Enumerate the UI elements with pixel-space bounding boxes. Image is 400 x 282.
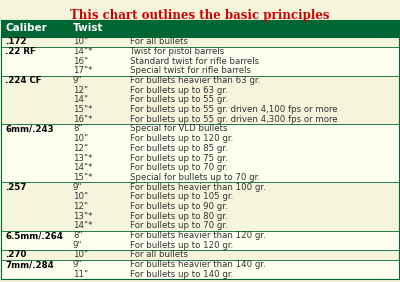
Text: For bullets up to 70 gr.: For bullets up to 70 gr. [130, 221, 228, 230]
Text: 16"*: 16"* [73, 115, 92, 124]
FancyBboxPatch shape [1, 163, 399, 173]
Text: 7mm/.284: 7mm/.284 [5, 260, 54, 269]
Text: 16": 16" [73, 57, 88, 66]
FancyBboxPatch shape [1, 241, 399, 250]
FancyBboxPatch shape [1, 202, 399, 211]
FancyBboxPatch shape [1, 182, 399, 192]
FancyBboxPatch shape [1, 153, 399, 163]
Text: For all bullets: For all bullets [130, 37, 188, 46]
Text: .270: .270 [5, 250, 27, 259]
FancyBboxPatch shape [1, 37, 399, 47]
FancyBboxPatch shape [1, 211, 399, 221]
Text: For bullets up to 70 gr.: For bullets up to 70 gr. [130, 163, 228, 172]
Text: For bullets up to 63 gr.: For bullets up to 63 gr. [130, 86, 228, 95]
FancyBboxPatch shape [1, 105, 399, 114]
Text: 9": 9" [73, 241, 82, 250]
Text: 13"*: 13"* [73, 153, 92, 162]
Text: For bullets up to 55 gr. driven 4,300 fps or more: For bullets up to 55 gr. driven 4,300 fp… [130, 115, 338, 124]
FancyBboxPatch shape [1, 66, 399, 76]
FancyBboxPatch shape [1, 95, 399, 105]
Text: 12": 12" [73, 86, 88, 95]
Text: 13"*: 13"* [73, 212, 92, 221]
Text: 10": 10" [73, 134, 88, 143]
Text: .224 CF: .224 CF [5, 76, 42, 85]
Text: For bullets up to 120 gr.: For bullets up to 120 gr. [130, 134, 234, 143]
Text: 10": 10" [73, 250, 88, 259]
Text: 9": 9" [73, 183, 82, 191]
Text: Special for bullets up to 70 gr.: Special for bullets up to 70 gr. [130, 173, 260, 182]
FancyBboxPatch shape [1, 231, 399, 241]
Text: For bullets up to 80 gr.: For bullets up to 80 gr. [130, 212, 228, 221]
Text: 14": 14" [73, 95, 88, 104]
FancyBboxPatch shape [1, 124, 399, 134]
Text: For bullets up to 55 gr.: For bullets up to 55 gr. [130, 95, 228, 104]
Text: 8": 8" [73, 124, 82, 133]
Text: 9": 9" [73, 76, 82, 85]
Text: Twist for pistol barrels: Twist for pistol barrels [130, 47, 225, 56]
Text: Standard twist for rifle barrels: Standard twist for rifle barrels [130, 57, 260, 66]
Text: .172: .172 [5, 37, 27, 46]
Text: For bullets up to 55 gr. driven 4,100 fps or more: For bullets up to 55 gr. driven 4,100 fp… [130, 105, 338, 114]
Text: .257: .257 [5, 183, 27, 191]
FancyBboxPatch shape [1, 134, 399, 144]
Text: 14"*: 14"* [73, 221, 92, 230]
Text: 15"*: 15"* [73, 173, 92, 182]
FancyBboxPatch shape [1, 85, 399, 95]
Text: 14"*: 14"* [73, 163, 92, 172]
FancyBboxPatch shape [1, 250, 399, 260]
Text: 6mm/.243: 6mm/.243 [5, 124, 54, 133]
FancyBboxPatch shape [1, 144, 399, 153]
Text: Twist: Twist [73, 23, 103, 33]
Text: For bullets up to 85 gr.: For bullets up to 85 gr. [130, 144, 228, 153]
Text: Special for VLD bullets: Special for VLD bullets [130, 124, 228, 133]
Text: For all bullets: For all bullets [130, 250, 188, 259]
FancyBboxPatch shape [1, 260, 399, 270]
FancyBboxPatch shape [1, 76, 399, 85]
Text: For bullets heavier than 100 gr.: For bullets heavier than 100 gr. [130, 183, 266, 191]
FancyBboxPatch shape [1, 192, 399, 202]
Text: For bullets heavier than 140 gr.: For bullets heavier than 140 gr. [130, 260, 266, 269]
Text: Caliber: Caliber [5, 23, 47, 33]
Text: 11": 11" [73, 270, 88, 279]
Text: 14"*: 14"* [73, 47, 92, 56]
Text: 10": 10" [73, 192, 88, 201]
FancyBboxPatch shape [1, 221, 399, 231]
Text: For bullets heavier than 63 gr.: For bullets heavier than 63 gr. [130, 76, 261, 85]
Text: For bullets up to 75 gr.: For bullets up to 75 gr. [130, 153, 228, 162]
Text: 10": 10" [73, 37, 88, 46]
FancyBboxPatch shape [1, 19, 399, 37]
Text: 8": 8" [73, 231, 82, 240]
FancyBboxPatch shape [1, 47, 399, 56]
FancyBboxPatch shape [1, 173, 399, 182]
FancyBboxPatch shape [1, 56, 399, 66]
Text: For bullets heavier than 120 gr.: For bullets heavier than 120 gr. [130, 231, 266, 240]
FancyBboxPatch shape [1, 270, 399, 279]
Text: This chart outlines the basic principles: This chart outlines the basic principles [70, 9, 330, 22]
Text: For bullets up to 105 gr.: For bullets up to 105 gr. [130, 192, 234, 201]
Text: 9": 9" [73, 260, 82, 269]
Text: 12": 12" [73, 144, 88, 153]
Text: For bullets up to 90 gr.: For bullets up to 90 gr. [130, 202, 228, 211]
Text: For bullets up to 140 gr.: For bullets up to 140 gr. [130, 270, 234, 279]
Text: 12": 12" [73, 202, 88, 211]
Text: .22 RF: .22 RF [5, 47, 36, 56]
Text: For bullets up to 120 gr.: For bullets up to 120 gr. [130, 241, 234, 250]
Text: 17"*: 17"* [73, 66, 92, 75]
FancyBboxPatch shape [1, 114, 399, 124]
Text: 6.5mm/.264: 6.5mm/.264 [5, 231, 63, 240]
Text: 15"*: 15"* [73, 105, 92, 114]
Text: Special twist for rifle barrels: Special twist for rifle barrels [130, 66, 252, 75]
